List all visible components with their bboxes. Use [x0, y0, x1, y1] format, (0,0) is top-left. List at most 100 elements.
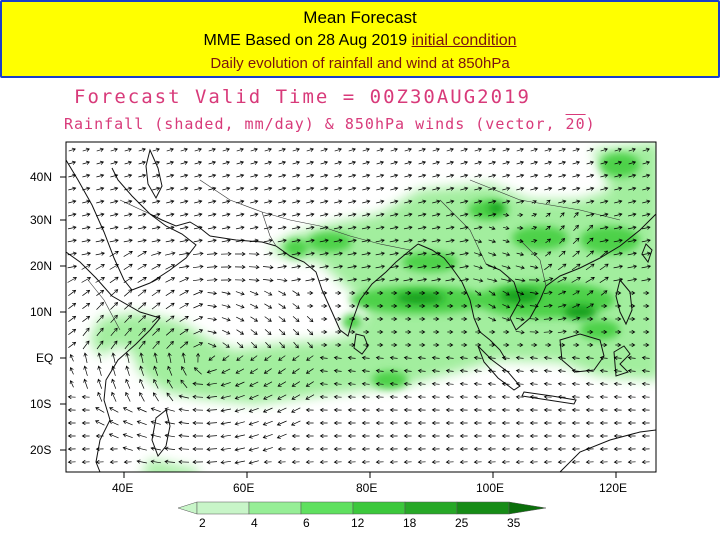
wind-arrow	[502, 239, 510, 244]
wind-arrow	[487, 420, 496, 426]
wind-arrow	[68, 186, 77, 191]
wind-arrow	[166, 340, 174, 349]
wind-arrow	[305, 264, 316, 269]
wind-arrow	[292, 212, 301, 217]
wind-arrow	[516, 291, 525, 296]
wind-arrow	[333, 381, 342, 386]
wind-arrow	[180, 199, 189, 204]
wind-arrow	[389, 446, 398, 452]
wind-arrow	[585, 407, 594, 413]
initial-condition-link[interactable]: initial condition	[411, 32, 517, 49]
wind-arrow	[136, 459, 147, 464]
colorbar-segment	[248, 501, 302, 515]
wind-arrow	[137, 264, 147, 270]
wind-arrow	[445, 277, 456, 282]
wind-arrow	[403, 407, 412, 413]
wind-arrow	[502, 147, 510, 152]
wind-arrow	[599, 355, 608, 360]
wind-arrow	[178, 407, 189, 412]
wind-arrow	[248, 460, 259, 465]
wind-arrow	[559, 212, 565, 218]
wind-arrow	[445, 446, 454, 452]
wind-arrow	[529, 355, 538, 360]
wind-arrow	[278, 212, 287, 217]
wind-arrow	[277, 251, 287, 256]
wind-arrow	[459, 264, 470, 269]
wind-arrow	[250, 212, 259, 217]
wind-arrow	[643, 303, 650, 309]
ref-vector-label: 20	[565, 115, 586, 133]
wind-arrow	[529, 459, 538, 465]
wind-arrow	[473, 355, 482, 360]
wind-arrow	[81, 277, 91, 283]
wind-arrow	[319, 394, 328, 400]
wind-arrow	[405, 342, 412, 348]
wind-arrow	[613, 420, 622, 426]
wind-arrow	[516, 147, 524, 152]
wind-arrow	[68, 173, 77, 178]
wind-arrow	[390, 147, 398, 152]
wind-arrow	[347, 394, 356, 400]
wind-arrow	[642, 147, 650, 152]
wind-arrow	[629, 316, 636, 322]
wind-arrow	[587, 329, 594, 335]
wind-arrow	[82, 173, 91, 178]
wind-arrow	[572, 186, 581, 191]
wind-arrow	[403, 355, 412, 360]
wind-arrow	[375, 277, 386, 282]
wind-arrow	[377, 342, 384, 348]
wind-arrow	[613, 407, 622, 413]
wind-arrow	[207, 304, 218, 309]
wind-arrow	[572, 316, 581, 321]
wind-arrow	[571, 355, 580, 360]
wind-arrow	[431, 446, 440, 452]
wind-arrow	[487, 278, 498, 283]
wind-arrow	[447, 303, 454, 309]
wind-arrow	[166, 392, 174, 402]
wind-arrow	[95, 225, 105, 230]
wind-arrow	[67, 446, 76, 452]
wind-arrow	[152, 147, 160, 152]
wind-arrow	[236, 329, 245, 335]
wind-arrow	[473, 368, 482, 373]
wind-arrow	[82, 302, 91, 309]
wind-arrow	[334, 199, 343, 204]
lon-tick-label: 120E	[599, 481, 627, 495]
wind-arrow	[333, 420, 342, 426]
wind-arrow	[391, 290, 398, 296]
wind-arrow	[515, 446, 524, 452]
wind-arrow	[559, 225, 565, 231]
wind-arrow	[585, 263, 595, 271]
wind-arrow	[531, 342, 538, 348]
wind-arrow	[473, 446, 482, 452]
wind-arrow	[419, 303, 426, 309]
wind-arrow	[279, 341, 285, 349]
wind-arrow	[447, 316, 454, 322]
wind-arrow	[502, 252, 511, 257]
wind-arrow	[529, 304, 539, 309]
wind-arrow	[628, 212, 637, 217]
wind-arrow	[180, 379, 188, 389]
wind-arrow	[614, 147, 622, 152]
wind-arrow	[487, 265, 497, 270]
wind-arrow	[361, 368, 370, 373]
wind-arrow	[321, 342, 328, 348]
wind-arrow	[262, 433, 273, 439]
wind-arrow	[600, 160, 609, 165]
wind-arrow	[347, 355, 356, 360]
wind-arrow	[235, 238, 245, 243]
wind-arrow	[207, 342, 217, 348]
wind-arrow	[445, 264, 456, 269]
wind-arrow	[221, 304, 231, 309]
wind-arrow	[95, 446, 104, 452]
wind-arrow	[376, 212, 385, 217]
wind-arrow	[599, 276, 609, 283]
wind-arrow	[433, 290, 440, 296]
wind-arrow	[501, 459, 510, 465]
wind-arrow	[418, 199, 427, 204]
colorbar-arrow-right	[508, 501, 547, 515]
colorbar-label: 2	[199, 516, 206, 530]
wind-arrow	[347, 264, 358, 269]
wind-arrow	[488, 303, 496, 309]
banner-title: Mean Forecast	[303, 8, 417, 27]
